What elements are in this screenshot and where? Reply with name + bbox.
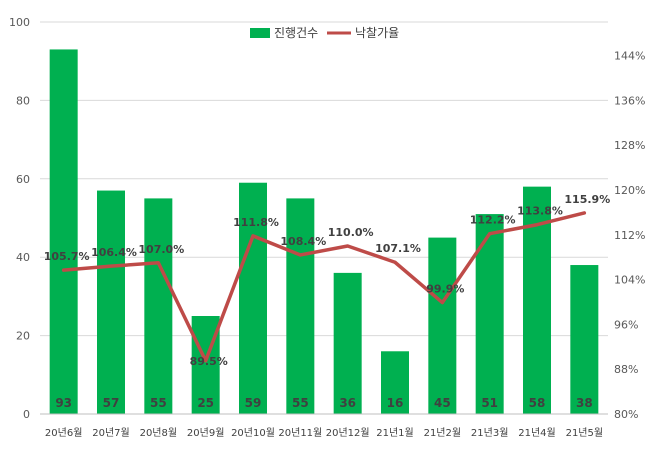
line-data-label: 107.1% xyxy=(375,242,421,255)
right-axis: 80% 88% 96% 104% 112% 120% 128% 136% 144% xyxy=(614,50,645,421)
line-series: 105.7% 106.4% 107.0% 89.5% 111.8%108.4%110.0… xyxy=(44,193,610,368)
line-data-label: 112.2% xyxy=(470,214,516,227)
y-right-tick-label: 144% xyxy=(614,50,645,63)
line-point xyxy=(393,260,397,264)
bar xyxy=(475,214,504,414)
x-tick-label: 20년7월 xyxy=(92,427,130,439)
line-point xyxy=(156,261,160,265)
gridlines xyxy=(40,21,608,415)
x-axis: 20년6월 20년7월 20년8월 20년9월 20년10월 20년11월 20년12월 21… xyxy=(40,413,608,439)
line-point xyxy=(440,301,444,305)
bar-data-label: 25 xyxy=(197,396,214,410)
bar-data-label: 38 xyxy=(576,396,593,410)
x-tick-label: 20년9월 xyxy=(187,427,225,439)
line-point xyxy=(488,232,492,236)
line-data-label: 99.9% xyxy=(426,283,464,296)
y-right-tick-label: 128% xyxy=(614,139,645,152)
line-point xyxy=(535,223,539,227)
x-tick-label: 20년8월 xyxy=(140,427,178,439)
bar-data-label: 57 xyxy=(103,396,120,410)
line-data-label: 110.0% xyxy=(328,226,374,239)
y-right-tick-label: 120% xyxy=(614,184,645,197)
y-right-tick-label: 112% xyxy=(614,229,645,242)
x-tick-label: 21년3월 xyxy=(471,427,509,439)
x-tick-label: 21년1월 xyxy=(376,427,414,439)
y-left-tick-label: 40 xyxy=(16,251,30,264)
bar-data-label: 36 xyxy=(339,396,356,410)
line-point xyxy=(251,234,255,238)
x-tick-label: 21년2월 xyxy=(424,427,462,439)
bar xyxy=(97,190,125,414)
line-data-label: 108.4% xyxy=(280,235,326,248)
y-left-tick-label: 80 xyxy=(16,94,30,107)
x-tick-label: 20년6월 xyxy=(45,427,83,439)
line-series-path xyxy=(61,211,587,363)
bar xyxy=(239,182,267,414)
x-tick-label: 20년12월 xyxy=(326,427,370,439)
bar xyxy=(381,351,409,414)
line-point xyxy=(62,268,66,272)
y-right-tick-label: 88% xyxy=(614,363,638,376)
line-point xyxy=(298,253,302,257)
bar-data-label: 59 xyxy=(245,396,262,410)
y-right-tick-label: 136% xyxy=(614,94,645,107)
bar xyxy=(570,265,599,414)
y-left-tick-label: 100 xyxy=(9,16,30,29)
bar-data-label: 55 xyxy=(150,396,167,410)
x-tick-label: 20년10월 xyxy=(231,427,275,439)
bar-data-label: 58 xyxy=(529,396,546,410)
line-data-label: 113.8% xyxy=(517,205,563,218)
y-left-tick-label: 0 xyxy=(23,408,30,421)
line-data-label: 111.8% xyxy=(233,216,279,229)
line-point xyxy=(109,264,113,268)
y-right-tick-label: 104% xyxy=(614,274,645,287)
line-point xyxy=(204,359,208,363)
bar-data-label: 45 xyxy=(434,396,451,410)
bar-data-label: 16 xyxy=(387,396,404,410)
bar xyxy=(49,49,78,414)
bar-series: 93 57 55 25 59 55 36 16 45 51 58 38 xyxy=(49,49,599,414)
line-data-label: 105.7% xyxy=(44,250,90,263)
y-right-tick-label: 96% xyxy=(614,318,638,331)
bar-data-label: 93 xyxy=(55,396,72,410)
y-left-tick-label: 60 xyxy=(16,173,30,186)
x-tick-label: 20년11월 xyxy=(278,427,322,439)
line-data-label: 89.5% xyxy=(190,355,228,368)
line-point xyxy=(582,211,586,215)
line-data-label: 106.4% xyxy=(91,246,137,259)
legend-label-bar: 진행건수 xyxy=(274,25,318,40)
legend-label-line: 낙찰가율 xyxy=(355,26,399,40)
legend: 진행건수 낙찰가율 xyxy=(250,25,399,40)
line-data-label: 107.0% xyxy=(138,243,184,256)
line-point xyxy=(346,244,350,248)
bar xyxy=(428,237,457,414)
bar xyxy=(286,198,315,414)
legend-swatch-bar xyxy=(250,28,270,38)
x-tick-label: 21년4월 xyxy=(518,427,556,439)
line-data-label: 115.9% xyxy=(564,193,610,206)
bar-data-label: 51 xyxy=(481,396,498,410)
bar xyxy=(333,272,362,414)
x-tick-label: 21년5월 xyxy=(566,427,604,439)
left-axis: 0 20 40 60 80 100 xyxy=(9,16,30,421)
y-left-tick-label: 20 xyxy=(16,330,30,343)
bar-data-label: 55 xyxy=(292,396,309,410)
y-right-tick-label: 80% xyxy=(614,408,638,421)
bar xyxy=(144,198,173,414)
